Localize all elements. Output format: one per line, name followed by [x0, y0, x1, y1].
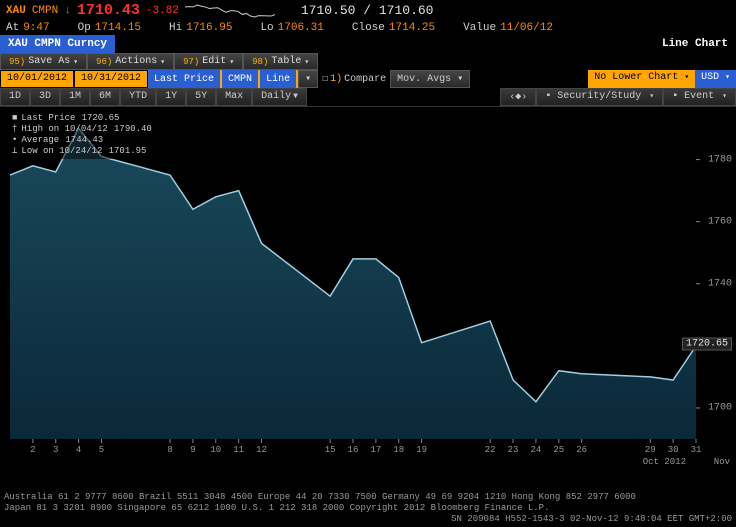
symbol-cmpn: CMPN	[32, 5, 58, 17]
chart-type-title: Line Chart	[654, 35, 736, 53]
x-tick-label: 19	[416, 445, 427, 455]
y-marker-label: 1720.65	[682, 337, 732, 350]
filter-tag-last-price[interactable]: Last Price	[148, 70, 222, 88]
y-tick-label: 1740	[708, 278, 732, 289]
x-tick-label: 8	[167, 445, 172, 455]
lo-value: 1706.31	[278, 22, 324, 34]
range-3d[interactable]: 3D	[30, 88, 60, 106]
month-label: Oct 2012	[643, 457, 686, 467]
x-tick-label: 24	[531, 445, 542, 455]
date-to-input[interactable]: 10/31/2012	[74, 70, 148, 88]
filter-tag-cmpn[interactable]: CMPN	[222, 70, 260, 88]
op-label: Op	[78, 22, 91, 34]
no-lower-chart-select[interactable]: No Lower Chart ▾	[588, 70, 695, 88]
x-tick-label: 11	[233, 445, 244, 455]
y-tick-label: 1700	[708, 402, 732, 413]
x-tick-label: 4	[76, 445, 81, 455]
sparkline	[185, 4, 275, 18]
y-tick-label: 1760	[708, 216, 732, 227]
close-label: Close	[352, 22, 385, 34]
x-tick-label: 16	[348, 445, 359, 455]
x-tick-label: 23	[508, 445, 519, 455]
x-tick-label: 18	[393, 445, 404, 455]
moving-averages-select[interactable]: Mov. Avgs ▾	[390, 70, 470, 88]
x-tick-label: 31	[691, 445, 702, 455]
toolbar-actions[interactable]: 96)Actions▾	[87, 53, 174, 70]
price-change: -3.82	[146, 5, 179, 17]
dropdown-arrow[interactable]: ▾	[298, 70, 318, 88]
x-tick-label: 22	[485, 445, 496, 455]
range-max[interactable]: Max	[216, 88, 252, 106]
x-tick-label: 12	[256, 445, 267, 455]
x-tick-label: 26	[576, 445, 587, 455]
range-1m[interactable]: 1M	[60, 88, 90, 106]
month-next-label: Nov	[714, 457, 730, 467]
hi-label: Hi	[169, 22, 182, 34]
last-price: 1710.43	[77, 2, 140, 19]
x-tick-label: 9	[190, 445, 195, 455]
x-tick-label: 29	[645, 445, 656, 455]
value-label: Value	[463, 22, 496, 34]
chart-stats-box: ■Last Price1720.65 †High on 10/04/121790…	[10, 111, 154, 159]
op-value: 1714.15	[95, 22, 141, 34]
range-1d[interactable]: 1D	[0, 88, 30, 106]
x-tick-label: 15	[325, 445, 336, 455]
tool-event[interactable]: ▪ Event ▾	[663, 88, 736, 106]
x-tick-label: 5	[99, 445, 104, 455]
range-1y[interactable]: 1Y	[156, 88, 186, 106]
close-value: 1714.25	[389, 22, 435, 34]
symbol: XAU	[6, 5, 26, 17]
compare-checkbox[interactable]: ☐1)Compare	[318, 70, 390, 88]
x-tick-label: 30	[668, 445, 679, 455]
x-tick-label: 2	[30, 445, 35, 455]
toolbar-edit[interactable]: 97)Edit▾	[174, 53, 243, 70]
filter-tag-line[interactable]: Line	[260, 70, 298, 88]
instrument-title: XAU CMPN Curncy	[0, 35, 115, 53]
hi-value: 1716.95	[186, 22, 232, 34]
range-6m[interactable]: 6M	[90, 88, 120, 106]
toolbar-save-as[interactable]: 95)Save As▾	[0, 53, 87, 70]
range-ytd[interactable]: YTD	[120, 88, 156, 106]
range-daily[interactable]: Daily▼	[252, 88, 307, 106]
x-tick-label: 3	[53, 445, 58, 455]
x-tick-label: 10	[210, 445, 221, 455]
bid-ask: 1710.50 / 1710.60	[301, 3, 434, 18]
toolbar-table[interactable]: 98)Table▾	[243, 53, 318, 70]
footer: Australia 61 2 9777 8600 Brazil 5511 304…	[0, 490, 736, 527]
range-5y[interactable]: 5Y	[186, 88, 216, 106]
lo-label: Lo	[260, 22, 273, 34]
x-tick-label: 17	[370, 445, 381, 455]
tool-security-study[interactable]: ▪ Security/Study ▾	[536, 88, 663, 106]
chart-tools-icon[interactable]: ‹◆›	[500, 88, 536, 106]
value-date: 11/06/12	[500, 22, 553, 34]
x-tick-label: 25	[553, 445, 564, 455]
date-from-input[interactable]: 10/01/2012	[0, 70, 74, 88]
at-label: At	[6, 22, 19, 34]
at-value: 9:47	[23, 22, 49, 34]
y-tick-label: 1780	[708, 154, 732, 165]
currency-select[interactable]: USD ▾	[695, 70, 736, 88]
